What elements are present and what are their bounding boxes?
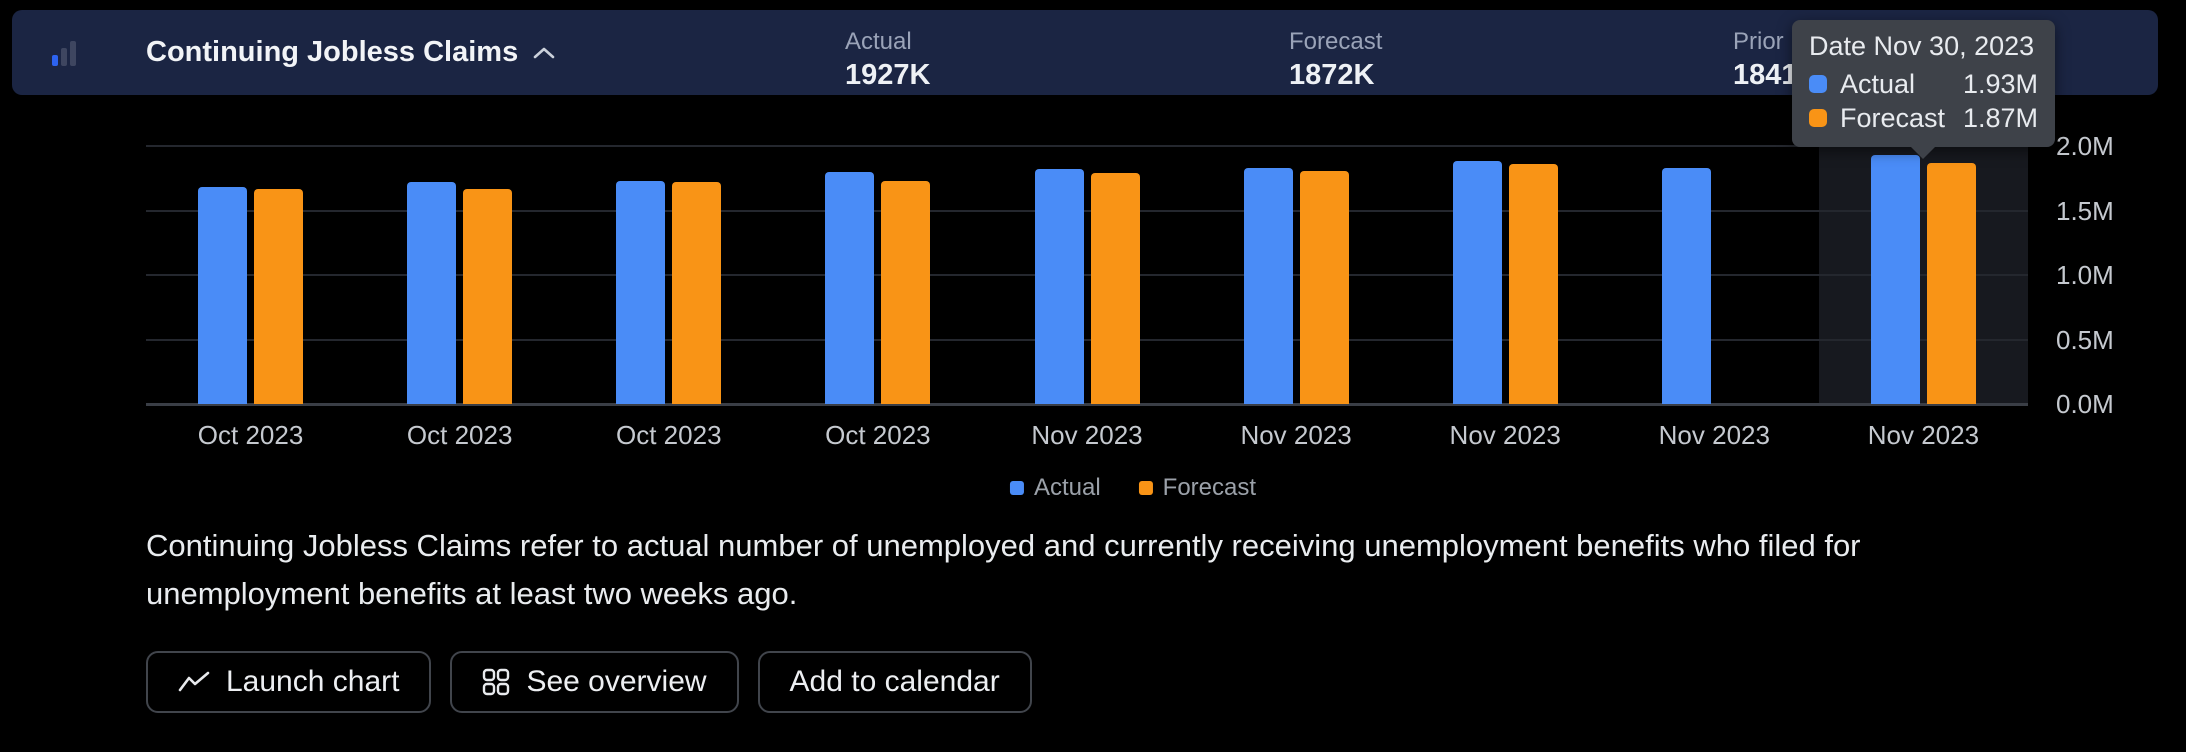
- stat-label: Prior: [1733, 28, 1784, 55]
- bar-actual-6[interactable]: [1243, 167, 1293, 404]
- bar-forecast-4[interactable]: [881, 180, 931, 404]
- button-label: Launch chart: [226, 665, 400, 698]
- bar-forecast-5[interactable]: [1090, 173, 1140, 404]
- bar-forecast-6[interactable]: [1299, 170, 1349, 404]
- x-axis-label: Oct 2023: [406, 420, 513, 450]
- stat-value: 1872K: [1289, 59, 1375, 91]
- legend-color-chip: [1009, 481, 1024, 495]
- actual-color-chip: [1809, 75, 1827, 93]
- tooltip-row-value: 1.93M: [1962, 68, 2038, 99]
- bar-forecast-1[interactable]: [254, 188, 304, 404]
- button-label: Add to calendar: [789, 665, 1000, 698]
- tooltip-row-label: Forecast: [1840, 102, 1946, 133]
- tooltip-row-forecast: Forecast 1.87M: [1809, 101, 2038, 135]
- x-axis-label: Oct 2023: [616, 420, 722, 450]
- action-buttons: Launch chart See overview Add to calenda…: [146, 651, 1032, 713]
- stat-forecast: Forecast 1872K: [1289, 28, 1382, 92]
- bar-actual-3[interactable]: [616, 180, 666, 404]
- x-axis-label: Oct 2023: [825, 420, 931, 450]
- line-chart-icon: [178, 671, 210, 692]
- grid-icon: [483, 668, 510, 696]
- chevron-up-icon: [533, 47, 555, 58]
- y-axis-label: 1.5M: [2056, 195, 2114, 226]
- stat-label: Actual: [845, 28, 912, 55]
- bar-forecast-7[interactable]: [1508, 164, 1558, 404]
- see-overview-button[interactable]: See overview: [450, 651, 739, 713]
- x-axis-label: Nov 2023: [1867, 420, 1980, 450]
- gridline: [146, 209, 2028, 212]
- gridline: [146, 403, 2028, 406]
- legend-item-actual[interactable]: Actual: [1009, 474, 1101, 502]
- launch-chart-button[interactable]: Launch chart: [146, 651, 432, 713]
- bar-forecast-3[interactable]: [672, 182, 722, 404]
- bar-actual-5[interactable]: [1034, 169, 1084, 404]
- y-axis-label: 1.0M: [2056, 260, 2114, 290]
- x-axis-label: Nov 2023: [1240, 420, 1352, 450]
- bar-forecast-2[interactable]: [463, 188, 513, 404]
- x-axis-label: Nov 2023: [1449, 420, 1561, 450]
- legend-color-chip: [1138, 481, 1153, 495]
- y-axis-label: 0.5M: [2056, 324, 2114, 355]
- tooltip-row-actual: Actual 1.93M: [1809, 67, 2038, 101]
- forecast-color-chip: [1809, 109, 1827, 127]
- gridline: [146, 145, 2028, 147]
- tooltip-row-value: 1.87M: [1962, 102, 2038, 133]
- description-text: Continuing Jobless Claims refer to actua…: [146, 528, 1861, 611]
- widget-title: Continuing Jobless Claims: [146, 36, 519, 68]
- stat-label: Forecast: [1289, 28, 1383, 55]
- y-axis-label: 2.0M: [2056, 131, 2114, 161]
- legend-item-forecast[interactable]: Forecast: [1138, 474, 1257, 502]
- bar-actual-1[interactable]: [198, 187, 248, 404]
- bar-chart-icon: [52, 40, 76, 66]
- add-to-calendar-button[interactable]: Add to calendar: [757, 651, 1032, 713]
- gridline: [146, 338, 2028, 341]
- x-axis-label: Oct 2023: [197, 420, 304, 450]
- legend-label: Actual: [1033, 474, 1101, 501]
- chart-tooltip: Date Nov 30, 2023 Actual 1.93M Forecast …: [1792, 20, 2055, 159]
- bar-forecast-9[interactable]: [1926, 162, 1976, 404]
- bar-actual-9[interactable]: [1870, 155, 1920, 404]
- gridline: [146, 274, 2028, 276]
- bar-actual-2[interactable]: [407, 182, 457, 404]
- tooltip-date: Date Nov 30, 2023: [1809, 31, 2035, 61]
- stat-actual: Actual 1927K: [845, 28, 930, 92]
- button-label: See overview: [526, 665, 707, 698]
- chart-legend: Actual Forecast: [1009, 474, 1257, 502]
- x-axis-label: Nov 2023: [1658, 420, 1770, 450]
- bar-actual-7[interactable]: [1452, 161, 1502, 404]
- bar-actual-8[interactable]: [1661, 167, 1711, 404]
- stat-value: 1927K: [845, 59, 931, 91]
- y-axis-label: 0.0M: [2056, 389, 2114, 419]
- x-axis-label: Nov 2023: [1031, 420, 1143, 450]
- bar-actual-4[interactable]: [825, 171, 875, 404]
- widget-title-toggle[interactable]: Continuing Jobless Claims: [52, 10, 556, 95]
- legend-label: Forecast: [1162, 474, 1257, 501]
- tooltip-row-label: Actual: [1840, 68, 1916, 99]
- bar-chart: 2.0M 1.5M 1.0M 0.5M 0.0M Oct 2023 Oct 2023 Oct …: [146, 100, 2114, 450]
